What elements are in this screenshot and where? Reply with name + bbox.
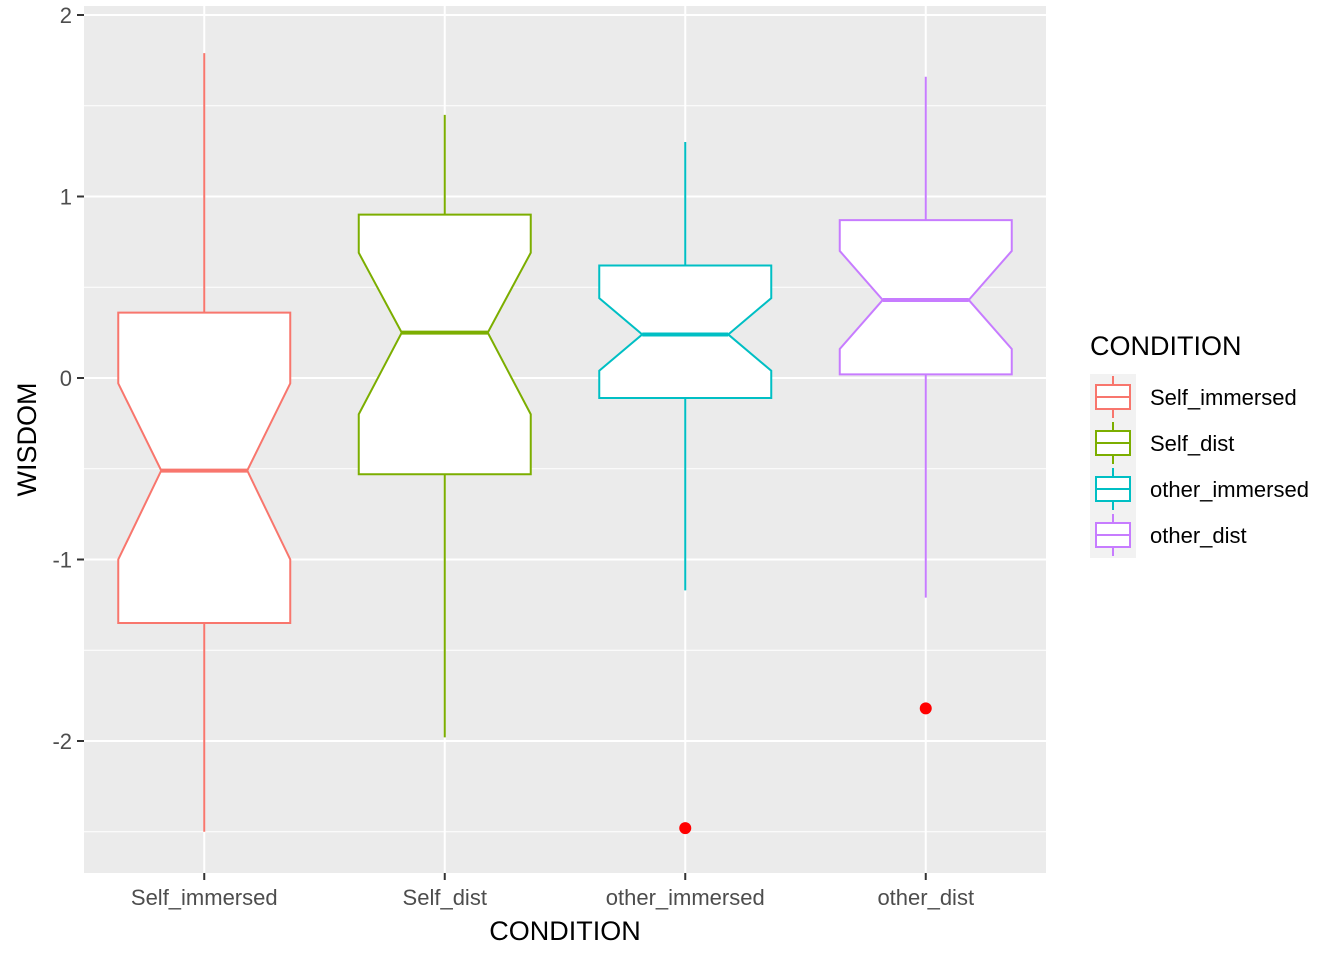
legend: CONDITION Self_immersed Self_dist other_im…	[1090, 331, 1309, 558]
notched-box	[598, 264, 773, 399]
box-Self_immersed	[117, 53, 292, 832]
y-tick-label: 1	[60, 185, 72, 210]
y-axis: 2 1 0 -1 -2	[52, 3, 84, 754]
y-tick-label: -2	[52, 729, 72, 754]
legend-label: other_dist	[1150, 523, 1247, 548]
legend-key-Self_immersed	[1090, 374, 1136, 420]
legend-key-other_dist	[1090, 512, 1136, 558]
x-tick-label: Self_immersed	[131, 885, 278, 910]
outlier-point	[679, 822, 692, 835]
x-tick-label: other_immersed	[606, 885, 765, 910]
notched-box	[117, 311, 292, 625]
legend-label: Self_immersed	[1150, 385, 1297, 410]
x-tick-label: Self_dist	[403, 885, 487, 910]
box-other_immersed	[598, 142, 773, 835]
box-other_dist	[838, 76, 1013, 715]
y-tick-label: 2	[60, 3, 72, 28]
legend-title: CONDITION	[1090, 331, 1242, 361]
box-series	[117, 53, 1013, 835]
y-axis-title: WISDOM	[12, 383, 42, 497]
y-tick-label: -1	[52, 548, 72, 573]
y-tick-label: 0	[60, 366, 72, 391]
x-axis: Self_immersed Self_dist other_immersed othe…	[131, 873, 974, 910]
x-tick-label: other_dist	[877, 885, 974, 910]
outlier-point	[919, 702, 932, 715]
notched-box	[357, 213, 532, 476]
legend-key-Self_dist	[1090, 420, 1136, 466]
legend-label: other_immersed	[1150, 477, 1309, 502]
x-axis-title: CONDITION	[489, 916, 641, 946]
legend-label: Self_dist	[1150, 431, 1234, 456]
box-Self_dist	[357, 114, 532, 738]
notched-box	[838, 219, 1013, 376]
legend-key-other_immersed	[1090, 466, 1136, 512]
